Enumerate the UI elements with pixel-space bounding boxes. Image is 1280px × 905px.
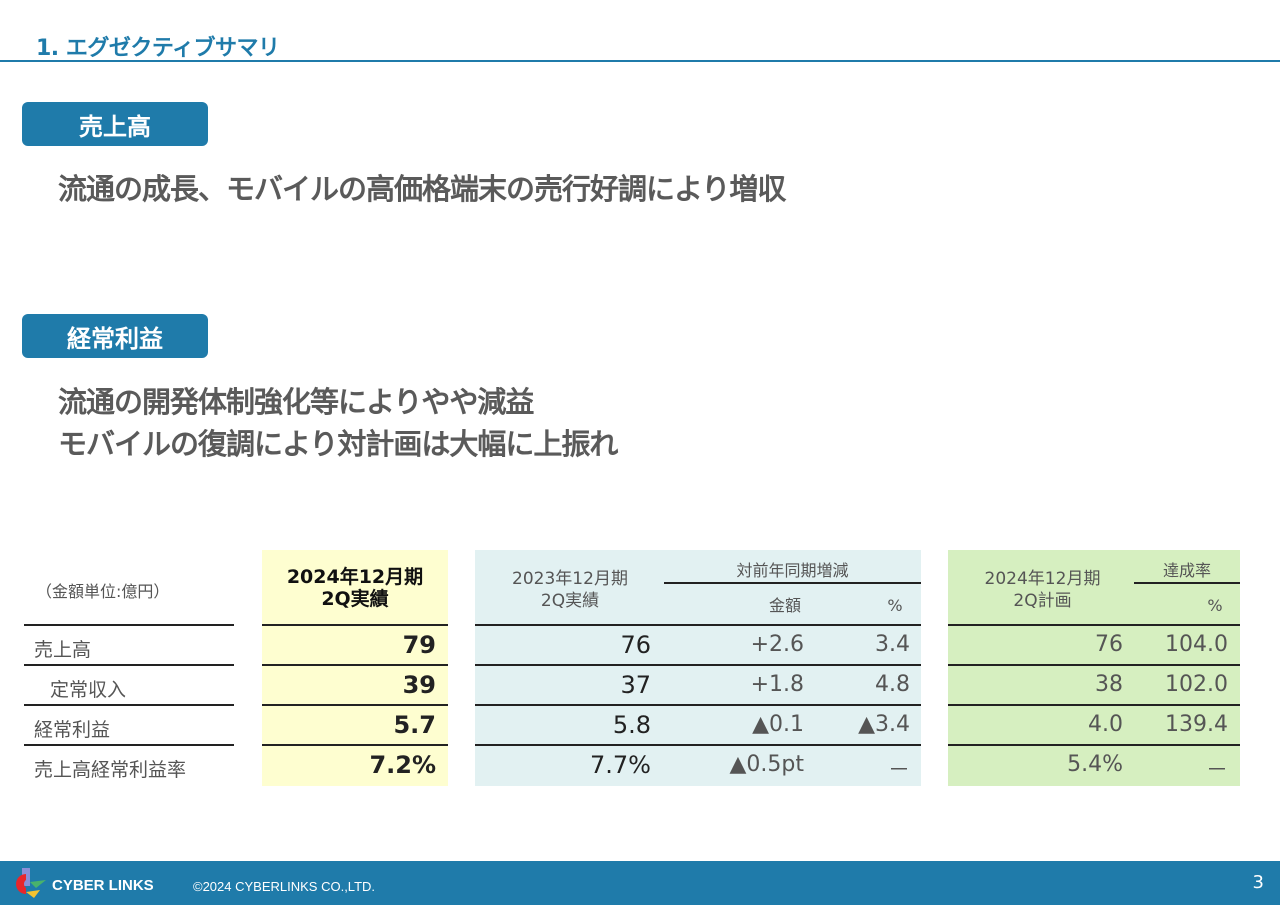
yoy-amount-margin: ▲0.5pt <box>729 752 805 777</box>
section-badge-sales: 売上高 <box>22 102 208 146</box>
plan-value-recurring: 38 <box>1095 672 1123 697</box>
plan-value-profit: 4.0 <box>1088 712 1123 737</box>
row-rule <box>24 664 234 666</box>
current-results-column <box>262 550 448 786</box>
section-badge-ordinary-profit: 経常利益 <box>22 314 208 358</box>
previous-header-type: 2Q実績 <box>540 591 600 611</box>
row-label-ordinary-profit: 経常利益 <box>34 719 111 741</box>
current-value-profit: 5.7 <box>393 711 436 739</box>
current-header: 2024年12月期 2Q実績 <box>262 566 448 610</box>
cyberlinks-logo-icon <box>16 868 46 898</box>
row-rule <box>262 664 448 666</box>
row-rule <box>475 624 921 626</box>
achievement-sales: 104.0 <box>1165 632 1228 657</box>
sales-headline: 流通の成長、モバイルの高価格端末の売行好調により増収 <box>58 172 786 206</box>
yoy-pct-margin: － <box>887 758 910 783</box>
previous-value-sales: 76 <box>620 631 651 659</box>
achievement-pct-header: % <box>1207 596 1223 615</box>
achievement-margin: － <box>1205 758 1228 783</box>
yoy-header: 対前年同期増減 <box>736 561 849 580</box>
yoy-pct-profit: ▲3.4 <box>858 712 910 737</box>
previous-header: 2023年12月期 2Q実績 <box>475 568 665 612</box>
plan-header-period: 2024年12月期 <box>984 569 1101 589</box>
row-rule <box>948 744 1240 746</box>
achievement-recurring: 102.0 <box>1165 672 1228 697</box>
plan-header-type: 2Q計画 <box>1013 591 1072 611</box>
plan-column <box>948 550 1240 786</box>
profit-headline-line1: 流通の開発体制強化等によりやや減益 <box>58 385 534 419</box>
row-rule <box>262 704 448 706</box>
row-label-recurring-revenue: 定常収入 <box>50 679 127 701</box>
yoy-header-rule <box>664 582 921 584</box>
row-rule <box>475 704 921 706</box>
plan-value-sales: 76 <box>1095 632 1123 657</box>
current-header-period: 2024年12月期 <box>286 566 424 588</box>
current-value-margin: 7.2% <box>369 751 436 779</box>
page-title: 1. エグゼクティブサマリ <box>36 36 280 61</box>
copyright: ©2024 CYBERLINKS CO.,LTD. <box>193 879 376 894</box>
previous-value-recurring: 37 <box>620 671 651 699</box>
row-rule <box>948 704 1240 706</box>
previous-value-margin: 7.7% <box>590 751 651 779</box>
yoy-pct-header: % <box>887 596 903 615</box>
unit-label: （金額単位:億円） <box>36 582 170 601</box>
previous-header-period: 2023年12月期 <box>512 569 628 589</box>
row-rule <box>475 664 921 666</box>
title-divider <box>0 60 1280 62</box>
yoy-pct-sales: 3.4 <box>875 632 910 657</box>
plan-header: 2024年12月期 2Q計画 <box>955 568 1130 612</box>
yoy-pct-recurring: 4.8 <box>875 672 910 697</box>
row-rule <box>24 624 234 626</box>
row-label-profit-margin: 売上高経常利益率 <box>34 759 187 781</box>
yoy-amount-header: 金額 <box>768 596 801 615</box>
current-value-sales: 79 <box>402 631 436 659</box>
row-rule <box>262 744 448 746</box>
achievement-header-rule <box>1134 582 1240 584</box>
yoy-amount-profit: ▲0.1 <box>752 712 804 737</box>
footer-bar <box>0 861 1280 905</box>
previous-value-profit: 5.8 <box>612 711 651 739</box>
achievement-header: 達成率 <box>1162 561 1211 580</box>
yoy-amount-recurring: +1.8 <box>750 672 804 697</box>
profit-headline-line2: モバイルの復調により対計画は大幅に上振れ <box>58 427 618 461</box>
row-rule <box>948 624 1240 626</box>
plan-value-margin: 5.4% <box>1067 752 1123 777</box>
profit-headline: 流通の開発体制強化等によりやや減益 モバイルの復調により対計画は大幅に上振れ <box>58 381 618 465</box>
current-header-type: 2Q実績 <box>321 588 389 610</box>
row-rule <box>24 744 234 746</box>
achievement-profit: 139.4 <box>1165 712 1228 737</box>
page-number: 3 <box>1252 872 1264 893</box>
row-rule <box>262 624 448 626</box>
row-label-sales: 売上高 <box>34 639 92 661</box>
row-rule <box>24 704 234 706</box>
yoy-amount-sales: +2.6 <box>750 632 804 657</box>
current-value-recurring: 39 <box>402 671 436 699</box>
previous-results-column <box>475 550 921 786</box>
logo-text: CYBER LINKS <box>52 877 154 894</box>
row-rule <box>475 744 921 746</box>
row-rule <box>948 664 1240 666</box>
